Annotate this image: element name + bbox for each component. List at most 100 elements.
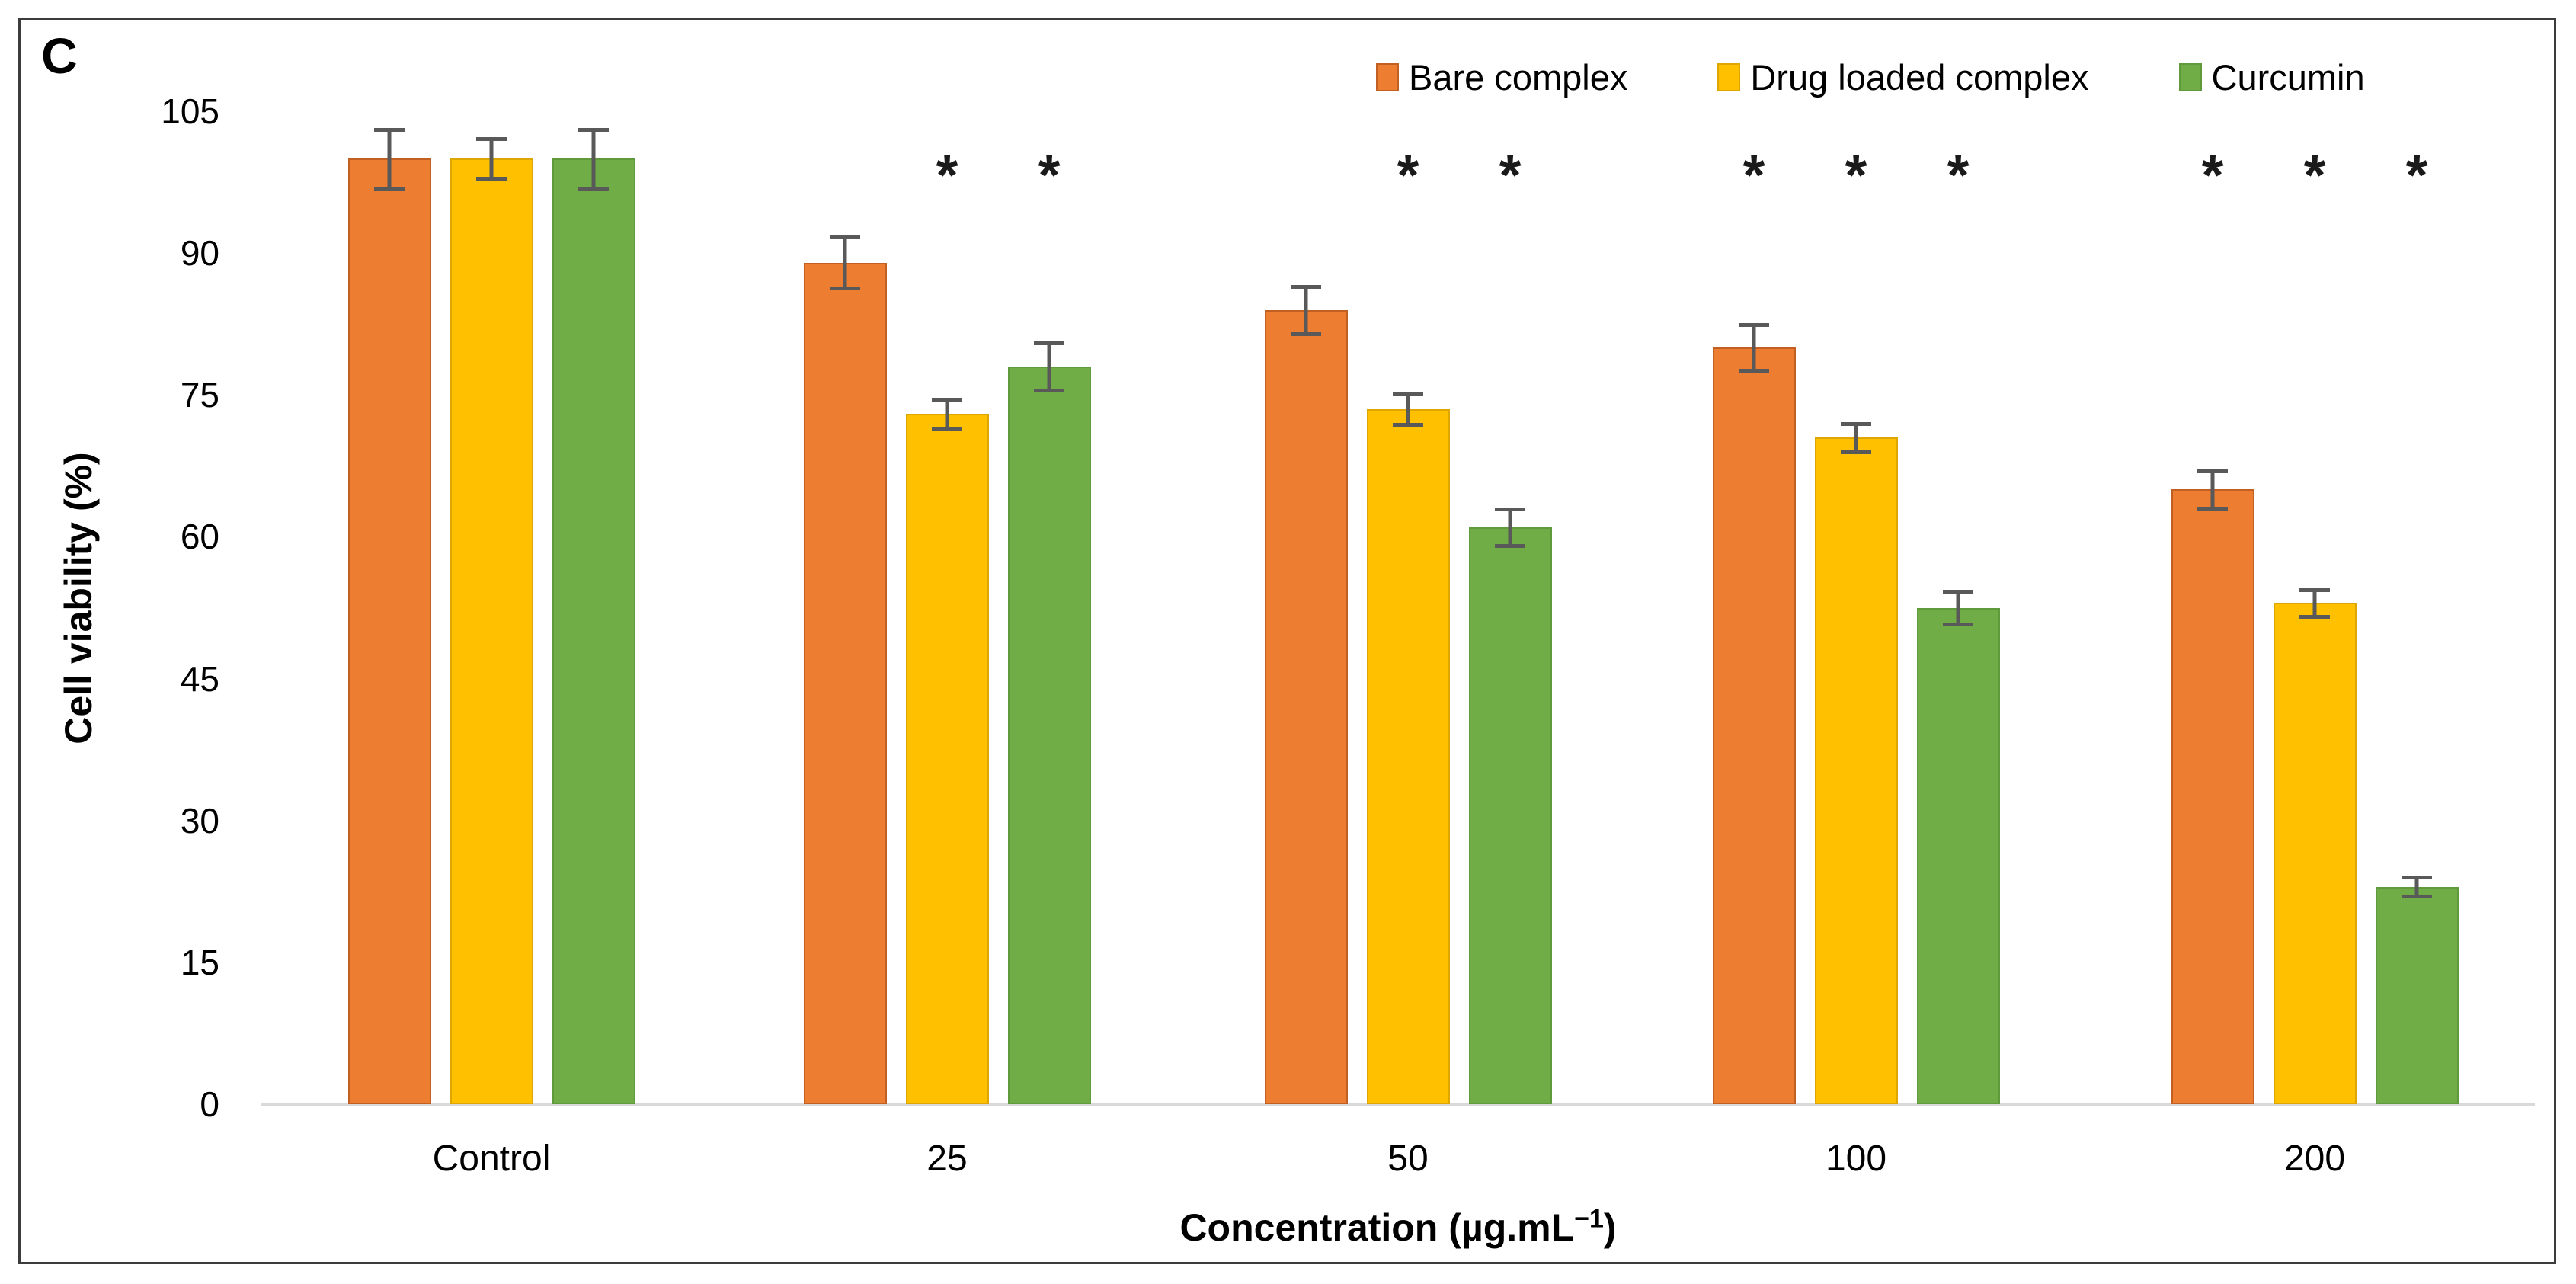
- error-bar-cap-top: [1291, 284, 1321, 289]
- panel-label: C: [41, 27, 78, 84]
- x-axis-category-label: 100: [1825, 1138, 1887, 1179]
- error-bar-cap-bottom: [2299, 614, 2330, 619]
- error-bar-cap-top: [578, 127, 609, 132]
- legend-swatch-curcumin: [2178, 62, 2202, 91]
- error-bar-cap-top: [476, 136, 507, 141]
- error-bar-cap-top: [830, 235, 860, 240]
- error-bar-cap-bottom: [932, 426, 962, 431]
- error-bar-cap-bottom: [476, 177, 507, 181]
- x-axis-category-label: 50: [1387, 1138, 1429, 1179]
- error-bar-cap-bottom: [1943, 622, 1973, 626]
- error-bar: [387, 129, 392, 188]
- error-bar-cap-bottom: [2197, 507, 2228, 511]
- error-bar-cap-top: [1739, 323, 1769, 328]
- error-bar: [1752, 325, 1756, 371]
- error-bar: [1854, 423, 1858, 452]
- error-bar-cap-bottom: [1739, 369, 1769, 373]
- legend-swatch-bare-complex: [1376, 62, 1399, 91]
- error-bar: [1956, 591, 1960, 624]
- error-bar: [843, 237, 847, 289]
- legend-label: Bare complex: [1409, 56, 1628, 98]
- error-bar-cap-top: [1495, 508, 1525, 512]
- x-axis-category-label: 200: [2283, 1138, 2346, 1179]
- significance-asterisk: *: [2303, 143, 2326, 207]
- legend-label: Drug loaded complex: [1750, 56, 2089, 98]
- x-axis-title-suffix: ): [1603, 1206, 1617, 1249]
- error-bar-cap-bottom: [578, 186, 609, 191]
- error-bar: [2210, 470, 2215, 509]
- error-bar-cap-top: [374, 127, 405, 132]
- error-bar-cap-bottom: [830, 287, 860, 291]
- significance-asterisk: *: [1499, 143, 1522, 207]
- error-bar: [2414, 877, 2419, 896]
- y-axis-tick-label: 45: [180, 658, 219, 699]
- error-bar: [1304, 286, 1308, 334]
- error-bar: [2312, 589, 2317, 616]
- bar-bare-complex: [1712, 347, 1796, 1104]
- y-axis-tick-label: 15: [180, 942, 219, 982]
- error-bar: [1047, 343, 1051, 391]
- error-bar-cap-top: [2197, 469, 2228, 473]
- y-axis-tick-label: 90: [180, 233, 219, 274]
- bar-curcumin: [2375, 886, 2459, 1104]
- bar-curcumin: [552, 158, 635, 1104]
- bar-drug-loaded-complex: [2273, 603, 2357, 1104]
- error-bar: [591, 129, 596, 188]
- significance-asterisk: *: [1742, 143, 1765, 207]
- legend-label: Curcumin: [2211, 56, 2365, 98]
- bar-bare-complex: [2171, 489, 2254, 1104]
- significance-asterisk: *: [936, 143, 958, 207]
- legend-item: Curcumin: [2178, 56, 2365, 98]
- y-axis-tick-label: 30: [180, 800, 219, 841]
- error-bar-cap-top: [1943, 590, 1973, 594]
- bar-drug-loaded-complex: [450, 158, 533, 1104]
- bar-bare-complex: [803, 262, 887, 1104]
- bar-bare-complex: [1264, 309, 1348, 1104]
- error-bar-cap-bottom: [1495, 543, 1525, 548]
- error-bar-cap-bottom: [1034, 389, 1064, 393]
- legend: Bare complex Drug loaded complex Curcumin: [1376, 53, 2365, 101]
- bar-curcumin: [1007, 367, 1091, 1104]
- error-bar-cap-top: [932, 398, 962, 402]
- error-bar-cap-bottom: [374, 186, 405, 191]
- x-axis-category-label: 25: [926, 1138, 968, 1179]
- significance-asterisk: *: [1845, 143, 1867, 207]
- y-axis-tick-label: 105: [161, 91, 219, 131]
- bar-drug-loaded-complex: [1814, 437, 1898, 1104]
- error-bar: [489, 138, 494, 179]
- bar-bare-complex: [347, 158, 431, 1104]
- significance-asterisk: *: [1397, 143, 1419, 207]
- x-axis-category-label: Control: [432, 1138, 551, 1179]
- y-axis-title: Cell viability (%): [57, 452, 100, 744]
- y-axis-tick-label: 60: [180, 517, 219, 557]
- error-bar-cap-bottom: [1393, 422, 1423, 427]
- error-bar-cap-bottom: [1841, 450, 1871, 454]
- error-bar-cap-bottom: [1291, 331, 1321, 336]
- bar-curcumin: [1468, 527, 1552, 1104]
- legend-item: Bare complex: [1376, 59, 1627, 95]
- error-bar-cap-top: [1034, 341, 1064, 346]
- y-axis-tick-label: 75: [180, 375, 219, 415]
- significance-asterisk: *: [2405, 143, 2428, 207]
- x-axis-title: Concentration (µg.mL−1): [1179, 1206, 1616, 1250]
- error-bar-cap-top: [1393, 392, 1423, 397]
- bar-drug-loaded-complex: [905, 414, 989, 1104]
- error-bar-cap-top: [2402, 876, 2432, 880]
- bar-curcumin: [1916, 607, 2000, 1104]
- error-bar: [1406, 394, 1410, 424]
- y-axis-tick-label: 0: [200, 1084, 219, 1124]
- significance-asterisk: *: [1947, 143, 1970, 207]
- x-axis-line: [261, 1103, 2535, 1106]
- legend-item: Drug loaded complex: [1717, 56, 2089, 98]
- error-bar: [945, 399, 949, 428]
- error-bar-cap-top: [1841, 421, 1871, 426]
- error-bar: [1508, 509, 1512, 546]
- error-bar-cap-bottom: [2402, 894, 2432, 898]
- significance-asterisk: *: [1038, 143, 1061, 207]
- legend-swatch-drug-loaded-complex: [1717, 62, 1741, 91]
- bar-drug-loaded-complex: [1366, 408, 1450, 1104]
- x-axis-title-text: Concentration (µg.mL: [1179, 1206, 1575, 1249]
- x-axis-title-superscript: −1: [1574, 1204, 1604, 1234]
- error-bar-cap-top: [2299, 588, 2330, 592]
